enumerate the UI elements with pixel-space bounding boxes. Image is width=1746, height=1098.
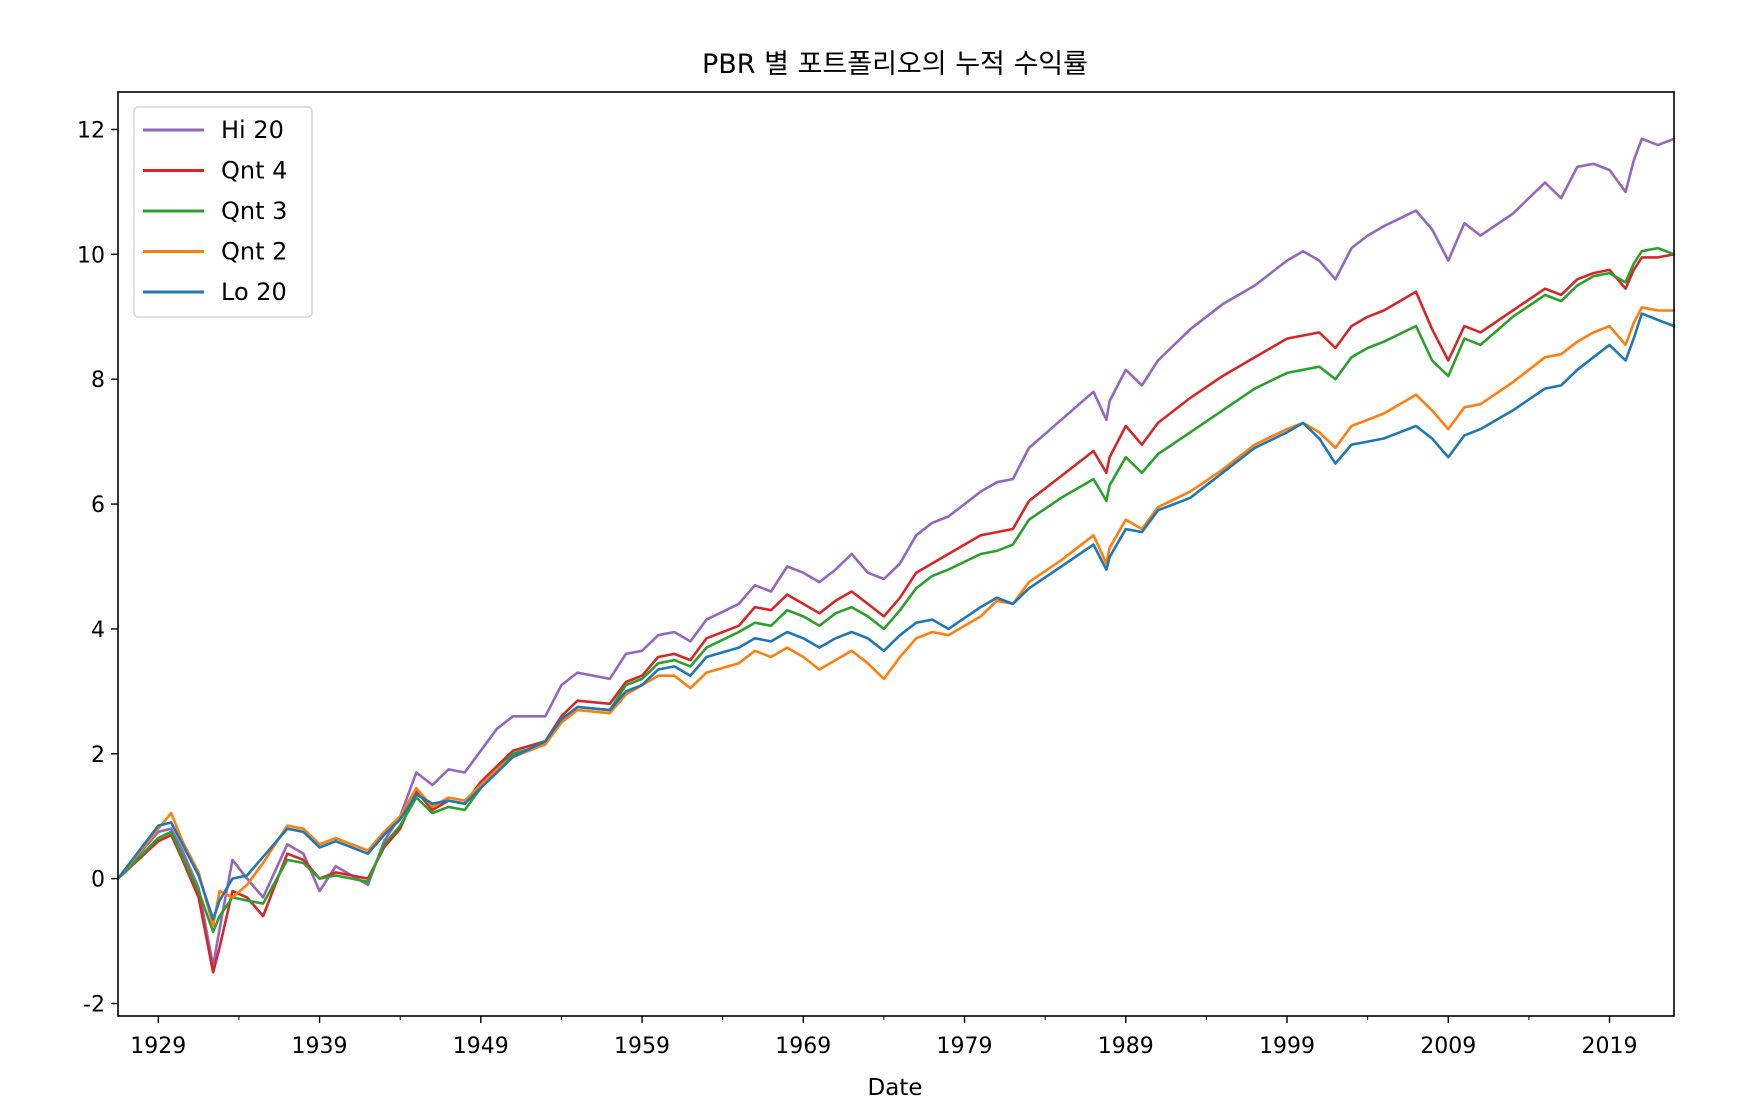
x-tick-label: 1979 xyxy=(937,1034,993,1059)
y-tick-label: -2 xyxy=(83,993,105,1018)
legend-label: Qnt 4 xyxy=(221,157,287,185)
series-line-qnt-2 xyxy=(116,306,1676,927)
plot-frame xyxy=(117,91,1675,1017)
y-tick-label: 2 xyxy=(91,743,105,768)
x-tick-label: 1999 xyxy=(1259,1034,1315,1059)
x-tick-label: 1929 xyxy=(130,1034,186,1059)
series-line-qnt-3 xyxy=(116,246,1676,934)
x-tick-label: 2019 xyxy=(1582,1034,1638,1059)
legend-box xyxy=(133,106,313,318)
legend-label: Qnt 3 xyxy=(221,197,287,225)
chart-title: PBR 별 포트폴리오의 누적 수익률 xyxy=(702,49,1088,80)
legend-label: Hi 20 xyxy=(221,116,284,144)
y-axis: -2 0 2 4 6 8 10 12 xyxy=(77,118,118,1018)
legend-label: Qnt 2 xyxy=(221,238,287,266)
y-tick-label: 6 xyxy=(91,493,105,518)
x-tick-label: 1989 xyxy=(1098,1034,1154,1059)
x-axis: 1929 1939 1949 1959 1969 1979 1989 1999 2009 2019 xyxy=(130,1016,1638,1059)
x-tick-label: 1949 xyxy=(453,1034,509,1059)
series-line-lo-20 xyxy=(116,312,1676,921)
x-tick-label: 1969 xyxy=(775,1034,831,1059)
x-axis-title: Date xyxy=(868,1075,923,1098)
y-tick-label: 10 xyxy=(77,243,105,268)
legend-label: Lo 20 xyxy=(221,278,287,306)
x-tick-label: 1959 xyxy=(614,1034,670,1059)
series-line-qnt-4 xyxy=(116,253,1676,974)
series-lines xyxy=(116,137,1676,974)
x-tick-label: 2009 xyxy=(1420,1034,1476,1059)
y-tick-label: 0 xyxy=(91,868,105,893)
y-tick-label: 8 xyxy=(91,368,105,393)
x-tick-label: 1939 xyxy=(292,1034,348,1059)
y-tick-label: 12 xyxy=(77,118,105,143)
y-tick-label: 4 xyxy=(91,618,105,643)
legend: Hi 20 Qnt 4 Qnt 3 Qnt 2 Lo 20 xyxy=(133,106,313,318)
